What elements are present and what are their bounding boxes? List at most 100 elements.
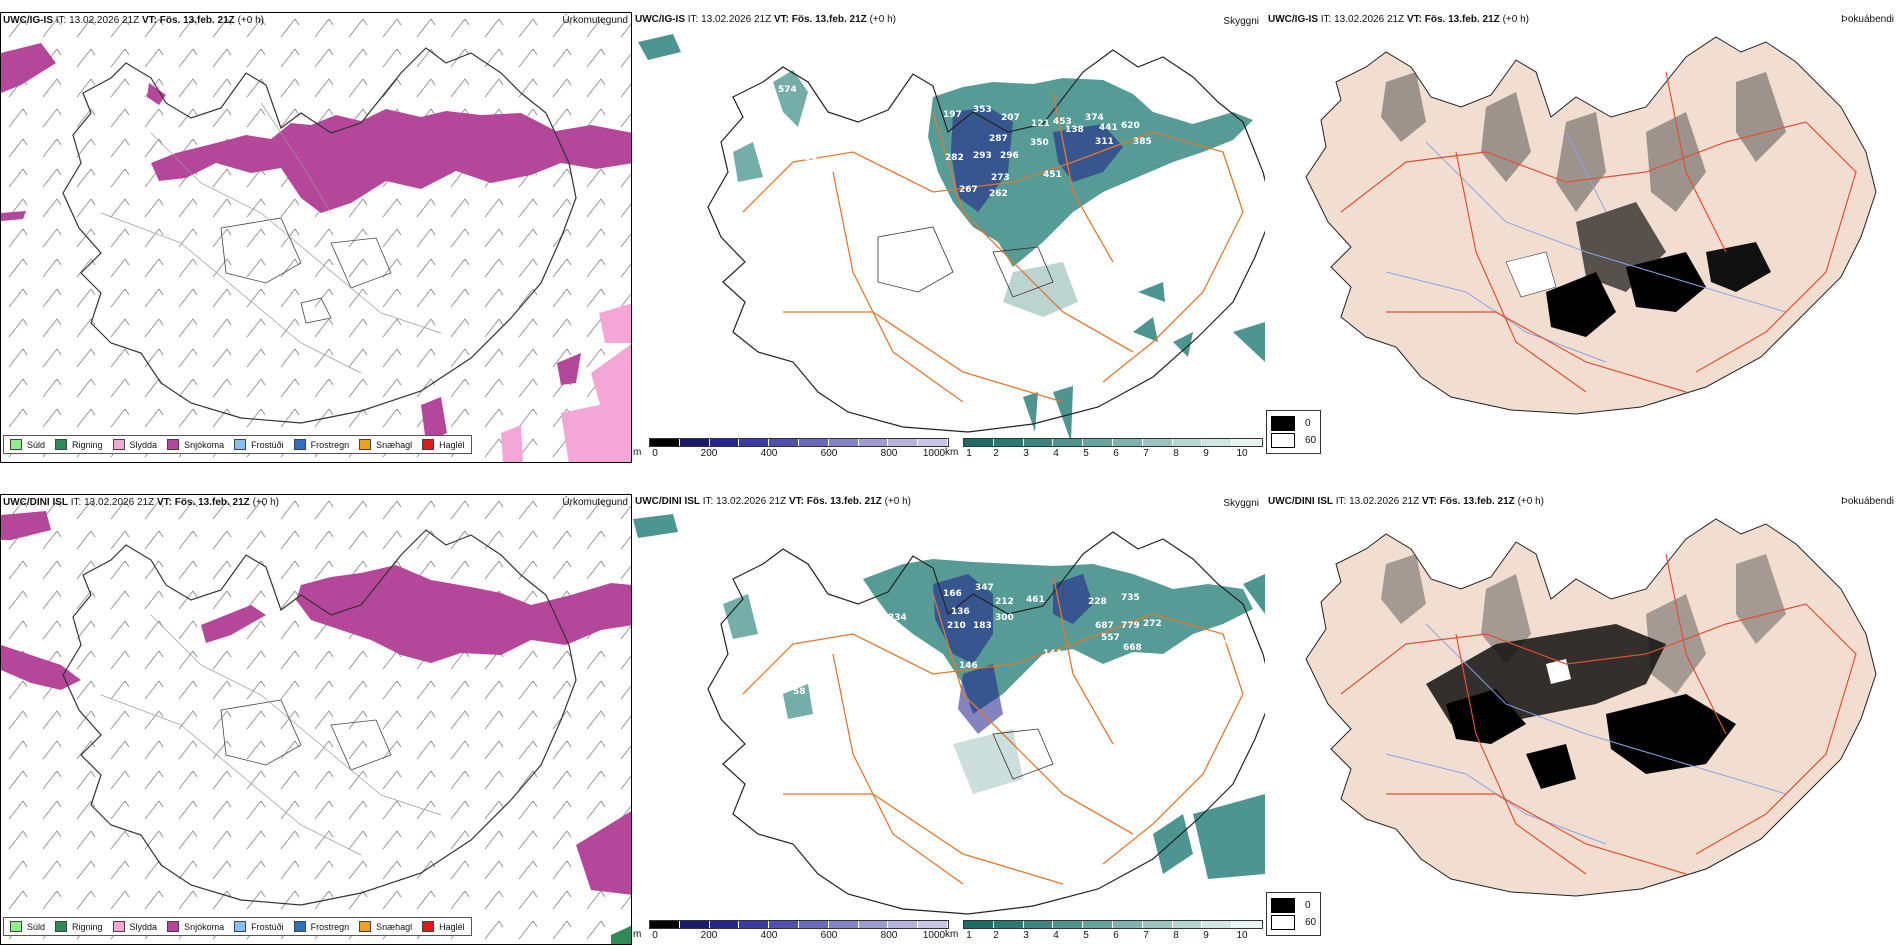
tick-label: 800	[880, 930, 898, 941]
snow-area	[1, 511, 51, 540]
legend-item: Slydda	[112, 921, 157, 932]
snow-area	[201, 605, 266, 643]
sleet-area	[561, 398, 631, 462]
sleet-area	[599, 303, 631, 343]
legend-swatch	[1271, 433, 1295, 448]
legend-item: Snjókoma	[167, 921, 224, 932]
visibility-colorbar: km 1 2 3 4 5 6 7 8 9 10	[945, 438, 1263, 462]
legend-swatch	[55, 921, 68, 932]
colorbar-unit: m	[633, 929, 642, 940]
cloud-base-colorbar: m 0 200 400 600 800 1000	[633, 920, 949, 944]
tick-label: 200	[700, 448, 718, 459]
field-name: Skyggni	[1223, 16, 1259, 27]
legend-item: Rigning	[55, 921, 103, 932]
field-name: Skyggni	[1223, 498, 1259, 509]
cloud-base-label: 201	[778, 195, 797, 205]
cloud-base-label: 684	[798, 153, 817, 163]
legend-item: Snæhagl	[359, 439, 412, 450]
cloud-base-label: 212	[995, 597, 1014, 607]
cloud-base-label: 550	[898, 133, 917, 143]
cloud-base-label: 228	[1088, 597, 1107, 607]
cloud-base-label: 441	[1099, 123, 1118, 133]
fog-panel-row1: UWC/IG-IS IT: 13.02.2026 21Z VT: Fös. 13…	[1266, 12, 1900, 463]
cloud-base-label: 574	[778, 85, 797, 95]
legend-swatch	[293, 439, 306, 450]
cloud-base-label: 58	[793, 687, 806, 697]
colorbar-ticks: 1 2 3 4 5 6 7 8 9 10	[963, 930, 1263, 944]
cloud-base-label: 183	[973, 621, 992, 631]
snow-area	[147, 83, 166, 105]
panel-title: UWC/IG-IS IT: 13.02.2026 21Z VT: Fös. 13…	[3, 15, 264, 26]
legend-swatch	[1271, 898, 1295, 913]
cloud-base-label: 385	[1133, 137, 1152, 147]
iceland-outline	[707, 531, 1265, 915]
cloud-base-label: 453	[1053, 117, 1072, 127]
cloud-base-label: 121	[1031, 119, 1050, 129]
legend-item: 0	[1271, 416, 1316, 431]
cloud-base-label: 210	[947, 621, 966, 631]
fog-legend: 0 60	[1266, 892, 1322, 936]
precip-type-legend: Súld Rigning Slydda Snjókoma Frostúði Fr…	[3, 435, 472, 454]
cloud-base-label: 197	[943, 110, 962, 120]
cloud-map	[633, 514, 1265, 915]
cloud-base-label: 451	[1043, 170, 1062, 180]
tick-label: 5	[1083, 930, 1089, 941]
iceland-outline	[707, 49, 1265, 433]
colorbar-swatches	[649, 438, 949, 447]
legend-item: Frostregn	[293, 439, 349, 450]
legend-swatch	[1271, 915, 1295, 930]
tick-label: 10	[1236, 930, 1248, 941]
fog-area	[1546, 272, 1616, 337]
cloud-panel-row1: UWC/IG-IS IT: 13.02.2026 21Z VT: Fös. 13…	[633, 12, 1265, 463]
precip-map	[1, 495, 631, 944]
visibility-colorbar: km 1 2 3 4 5 6 7 8 9 10	[945, 920, 1263, 944]
tick-label: 3	[1023, 930, 1029, 941]
cloud-base-label: 272	[1143, 619, 1162, 629]
cloud-base-label: 311	[1095, 137, 1114, 147]
fog-panel-row2: UWC/DINI ISL IT: 13.02.2026 21Z VT: Fös.…	[1266, 494, 1900, 945]
colorbar-unit: km	[945, 447, 959, 458]
colorbar-ticks: 1 2 3 4 5 6 7 8 9 10	[963, 448, 1263, 462]
fog-area	[1526, 744, 1576, 789]
tick-label: 2	[993, 930, 999, 941]
cloud-base-label: 735	[1121, 593, 1140, 603]
cloud-base-label: 267	[959, 185, 978, 195]
cloud-base-label: 347	[975, 583, 994, 593]
legend-item: Frostúði	[234, 439, 284, 450]
field-name: Þokuábendi	[1841, 496, 1894, 507]
cloud-base-label: 687	[1095, 621, 1114, 631]
snow-area	[296, 565, 631, 663]
cloud-base-label: 779	[1121, 621, 1140, 631]
snow-area	[151, 109, 631, 213]
colorbar-swatches	[963, 438, 1263, 447]
panel-title: UWC/IG-IS IT: 13.02.2026 21Z VT: Fös. 13…	[1268, 14, 1529, 25]
legend-item: 60	[1271, 433, 1316, 448]
legend-swatch	[234, 921, 247, 932]
tick-label: 800	[880, 448, 898, 459]
cloud-base-label: 296	[1000, 151, 1019, 161]
legend-item: Súld	[10, 921, 45, 932]
tick-label: 9	[1203, 930, 1209, 941]
legend-swatch	[112, 921, 125, 932]
legend-swatch	[10, 921, 22, 932]
cloud-base-label: 350	[1030, 138, 1049, 148]
cloud-base-label: 53	[855, 133, 868, 143]
snow-area	[1, 645, 81, 690]
tick-label: 1000	[922, 448, 946, 459]
cloud-base-label: 293	[973, 151, 992, 161]
cloud-base-label: 620	[1121, 121, 1140, 131]
tick-label: 0	[652, 448, 658, 459]
tick-label: 400	[760, 930, 778, 941]
tick-label: 6	[1113, 448, 1119, 459]
cloud-base-label: 733	[791, 165, 810, 175]
legend-swatch	[167, 439, 180, 450]
cloud-base-label: 461	[1026, 595, 1045, 605]
tick-label: 200	[700, 930, 718, 941]
colorbar-unit: m	[633, 447, 642, 458]
tick-label: 400	[760, 448, 778, 459]
legend-item: Snæhagl	[359, 921, 412, 932]
precip-type-legend: Súld Rigning Slydda Snjókoma Frostúði Fr…	[3, 917, 472, 936]
cloud-base-colorbar: m 0 200 400 600 800 1000	[633, 438, 949, 462]
cloud-base-label: 668	[1123, 643, 1142, 653]
cloud-base-label: 334	[888, 613, 907, 623]
